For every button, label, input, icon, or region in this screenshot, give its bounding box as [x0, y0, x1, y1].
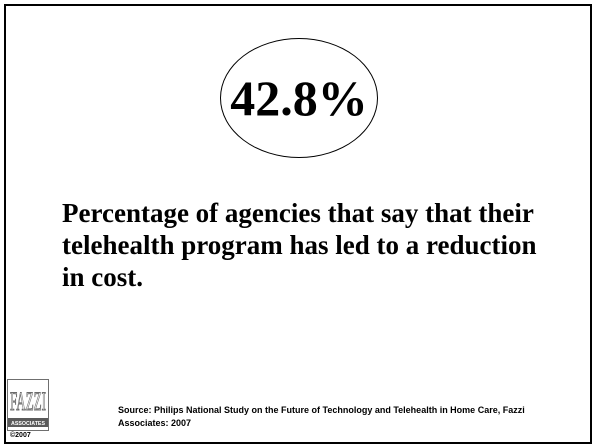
statistic-description: Percentage of agencies that say that the…: [62, 198, 537, 292]
logo-tagline: ASSOCIATES: [11, 421, 46, 427]
copyright-notice: ©2007: [10, 432, 31, 439]
statistic-ellipse: 42.8%: [220, 38, 378, 158]
logo-tagline-bar: [8, 418, 48, 427]
fazzi-associates-logo: FAZZI ASSOCIATES: [7, 379, 49, 431]
statistic-value: 42.8%: [230, 70, 368, 126]
source-citation: Source: Philips National Study on the Fu…: [118, 405, 525, 428]
logo-wordmark: FAZZI: [10, 387, 46, 416]
fazzi-logo-graphic: FAZZI ASSOCIATES: [8, 387, 48, 427]
